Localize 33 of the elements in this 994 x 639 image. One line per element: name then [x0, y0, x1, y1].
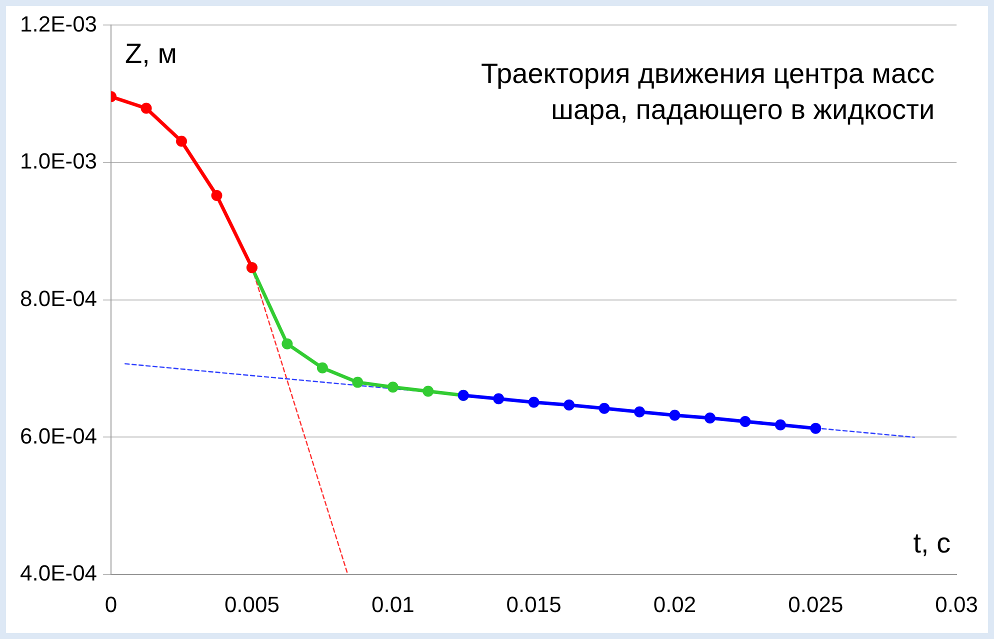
point	[598, 402, 610, 414]
point	[493, 393, 504, 404]
point	[704, 412, 716, 424]
x-tick-label: 0.02	[653, 592, 696, 617]
point	[740, 416, 751, 427]
y-tick-label: 1.0E-03	[20, 148, 98, 174]
y-tick-label: 4.0E-04	[20, 560, 98, 586]
text: Траектория движения центра масс шара, падающего в жидкости	[481, 58, 935, 125]
point	[634, 406, 646, 418]
x-tick-label: 0.005	[224, 592, 280, 617]
point	[211, 190, 222, 202]
x-tick-label: 0.03	[935, 592, 978, 617]
point	[422, 386, 434, 397]
y-tick-label: 8.0E-04	[20, 286, 98, 311]
x-tick-label: 0	[104, 592, 118, 617]
x-tick-label: 0.025	[788, 592, 844, 617]
point	[564, 399, 575, 410]
point	[669, 410, 680, 421]
point	[352, 376, 364, 388]
x-tick-label: 0.015	[506, 592, 562, 617]
point	[810, 422, 822, 434]
point	[528, 396, 540, 408]
x-tick-label: 0.01	[371, 592, 414, 617]
point	[774, 419, 786, 430]
point	[176, 136, 188, 147]
point	[140, 102, 152, 114]
point	[387, 382, 398, 393]
point	[316, 362, 328, 374]
point	[282, 338, 293, 350]
y-axis-title: Z, м	[125, 38, 177, 69]
y-tick-label: 6.0E-04	[20, 423, 98, 448]
x-axis-title: t, с	[913, 527, 951, 558]
y-tick-label: 1.2E-03	[20, 11, 98, 36]
